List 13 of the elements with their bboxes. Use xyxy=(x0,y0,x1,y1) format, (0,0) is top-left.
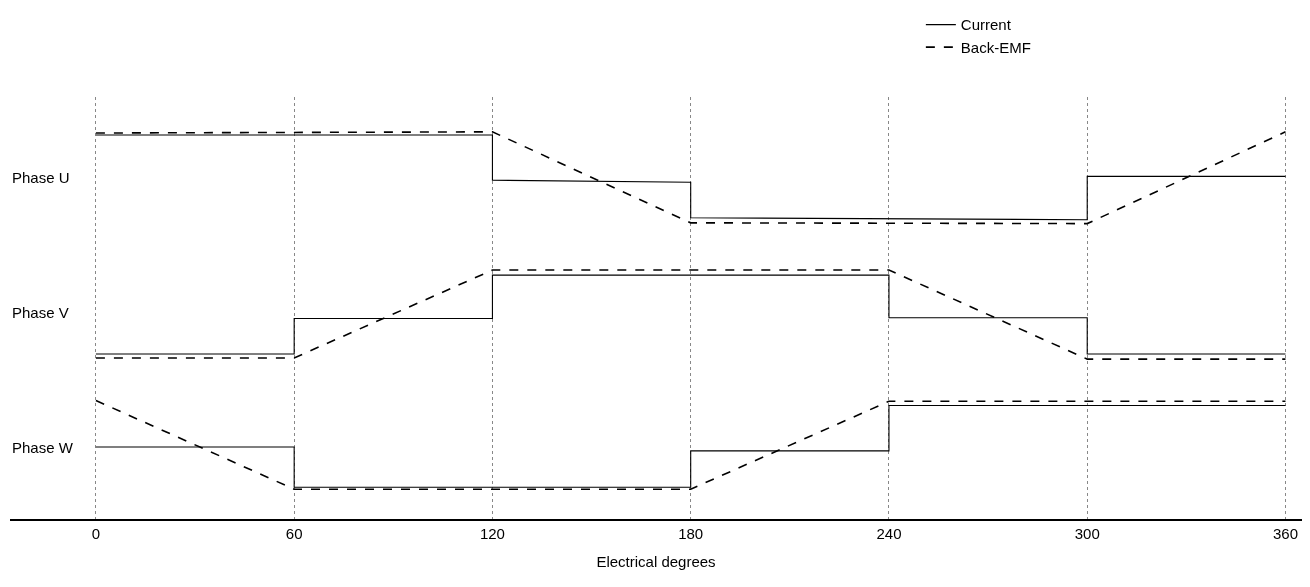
x-tick-label: 360 xyxy=(1272,525,1298,542)
x-tick-label: 60 xyxy=(285,525,303,542)
legend-label: Current xyxy=(960,16,1012,34)
annotation: Phase U xyxy=(12,169,70,186)
annotation: Phase W xyxy=(12,439,74,456)
x-tick-label: 300 xyxy=(1074,525,1100,542)
x-tick-label: 0 xyxy=(91,525,101,542)
annotation: Phase V xyxy=(12,304,69,321)
x-tick-label: 120 xyxy=(479,525,505,542)
x-tick-label: 180 xyxy=(678,525,704,542)
x-tick-label: 240 xyxy=(876,525,902,542)
legend-label: Back-EMF xyxy=(960,38,1031,56)
x-axis-title: Electrical degrees xyxy=(596,552,716,570)
